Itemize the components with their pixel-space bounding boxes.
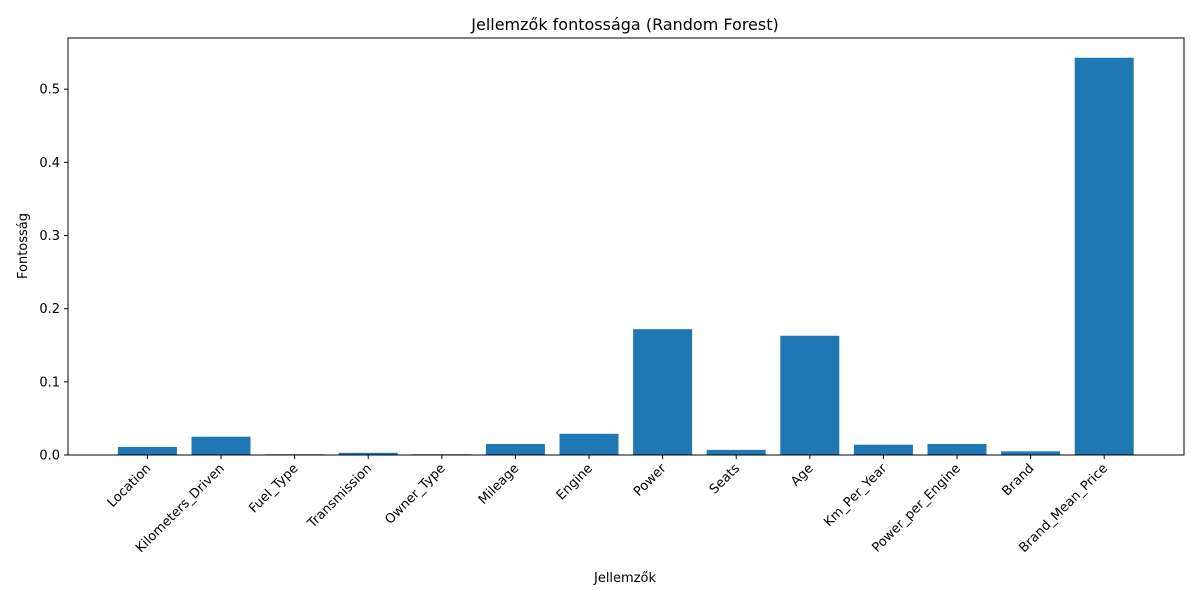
y-tick-label: 0.1 [39, 375, 60, 390]
x-tick-label: Location [105, 461, 154, 510]
chart-title: Jellemzők fontossága (Random Forest) [470, 15, 778, 34]
bar-engine [559, 433, 619, 455]
x-tick-label: Transmission [304, 461, 375, 532]
x-tick-label: Fuel_Type [246, 461, 301, 516]
bar-brand [1001, 451, 1061, 455]
x-tick-label: Brand [999, 461, 1037, 499]
bars-group [117, 57, 1134, 456]
bar-power-per-engine [927, 444, 987, 455]
y-tick-label: 0.4 [39, 156, 60, 171]
bar-location [117, 446, 177, 455]
x-tick-label: Age [788, 461, 816, 489]
bar-kilometers-driven [191, 436, 251, 455]
x-tick-label: Seats [707, 461, 743, 497]
y-tick-label: 0.5 [39, 83, 60, 98]
bar-seats [706, 449, 766, 455]
y-tick-label: 0.2 [39, 302, 60, 317]
x-axis-label: Jellemzők [593, 571, 656, 586]
y-tick-label: 0.3 [39, 229, 60, 244]
x-tick-label: Km_Per_Year [821, 461, 890, 530]
x-tick-label: Mileage [476, 461, 522, 507]
y-tick-label: 0.0 [39, 449, 60, 464]
bar-mileage [485, 444, 545, 455]
bar-power [633, 329, 693, 455]
y-axis-label: Fontosság [16, 213, 31, 279]
bar-age [780, 335, 840, 455]
y-axis: 0.0 0.1 0.2 0.3 0.4 0.5 [39, 83, 68, 464]
bar-brand-mean-price [1074, 57, 1134, 456]
bar-km-per-year [853, 444, 913, 455]
x-tick-label: Owner_Type [382, 461, 448, 527]
bar-transmission [338, 452, 398, 455]
x-tick-label: Power [631, 461, 670, 500]
x-tick-label: Engine [554, 461, 596, 503]
plot-frame [67, 37, 1185, 456]
